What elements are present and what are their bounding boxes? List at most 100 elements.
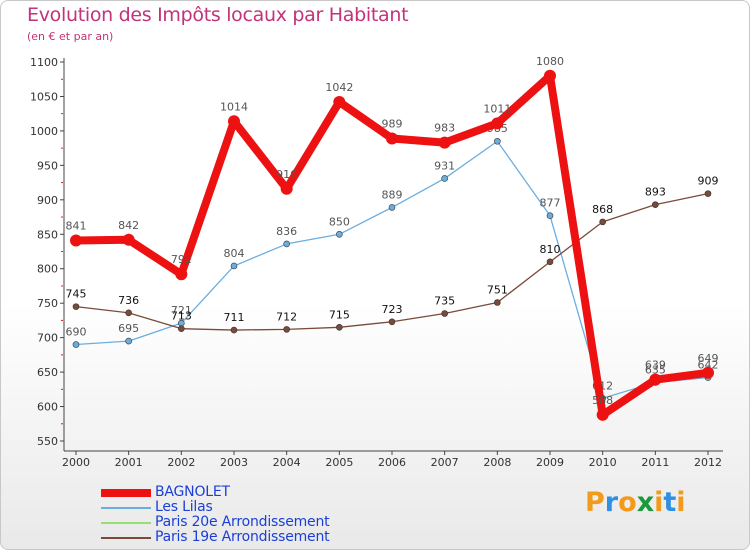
data-label-bagnolet: 989 <box>382 117 403 130</box>
data-point-bagnolet <box>544 69 556 82</box>
y-tick-label: 700 <box>37 332 58 345</box>
data-point-les-lilas <box>441 175 448 182</box>
data-point-paris-19e-arrondissement <box>283 326 290 333</box>
data-label-bagnolet: 916 <box>276 168 297 181</box>
legend-swatch-bagnolet <box>101 489 151 497</box>
logo-letter: t <box>663 487 677 518</box>
data-label-paris-19e-arrondissement: 715 <box>329 308 350 321</box>
y-tick-label: 900 <box>37 194 58 207</box>
legend-swatch-les-lilas <box>101 507 151 509</box>
legend-item-les-lilas[interactable]: Les Lilas <box>101 499 361 516</box>
data-label-bagnolet: 1042 <box>325 81 353 94</box>
x-tick-label: 2002 <box>167 456 195 469</box>
logo-letter: o <box>618 487 637 518</box>
y-tick-label: 750 <box>37 297 58 310</box>
data-point-les-lilas <box>125 337 132 345</box>
y-tick-label: 600 <box>37 401 58 414</box>
data-point-les-lilas <box>546 212 554 219</box>
logo-letter: x <box>636 487 655 518</box>
x-tick-label: 2005 <box>325 456 353 469</box>
y-tick-label: 800 <box>37 263 58 276</box>
x-tick-label: 2000 <box>62 456 90 469</box>
data-label-bagnolet: 588 <box>592 394 613 407</box>
data-label-bagnolet: 639 <box>645 359 666 372</box>
y-tick-label: 1050 <box>30 90 58 103</box>
data-label-les-lilas: 931 <box>434 159 455 172</box>
data-point-paris-19e-arrondissement <box>125 309 132 317</box>
data-label-les-lilas: 721 <box>171 304 192 317</box>
x-tick-label: 2001 <box>115 456 143 469</box>
legend-label-bagnolet: BAGNOLET <box>155 484 230 500</box>
data-point-les-lilas <box>388 204 396 211</box>
x-tick-label: 2011 <box>641 456 669 469</box>
legend-label-paris-20e: Paris 20e Arrondissement <box>155 514 330 530</box>
data-point-bagnolet <box>702 366 714 379</box>
data-point-paris-19e-arrondissement <box>72 303 80 310</box>
data-label-paris-19e-arrondissement: 751 <box>487 283 508 296</box>
data-label-les-lilas: 695 <box>118 322 139 335</box>
data-label-les-lilas: 889 <box>382 188 403 201</box>
data-label-bagnolet: 983 <box>434 122 455 135</box>
x-tick-label: 2012 <box>694 456 722 469</box>
logo-letter: P <box>585 487 605 518</box>
data-label-paris-19e-arrondissement: 909 <box>698 175 719 188</box>
logo-letter: i <box>676 487 686 518</box>
y-tick-label: 550 <box>37 435 58 448</box>
data-point-les-lilas <box>283 240 290 248</box>
data-label-bagnolet: 842 <box>118 219 139 232</box>
data-point-paris-19e-arrondissement <box>336 323 343 331</box>
data-label-paris-19e-arrondissement: 810 <box>540 243 561 256</box>
data-point-bagnolet <box>175 268 188 281</box>
data-label-paris-19e-arrondissement: 735 <box>434 295 455 308</box>
data-point-paris-19e-arrondissement <box>230 326 238 334</box>
x-tick-label: 2009 <box>536 456 564 469</box>
legend-item-paris-20e[interactable]: Paris 20e Arrondissement <box>101 514 361 531</box>
legend-swatch-paris-19e <box>101 537 151 539</box>
data-label-paris-19e-arrondissement: 745 <box>66 288 87 301</box>
logo-letter: i <box>654 487 664 518</box>
legend-item-bagnolet[interactable]: BAGNOLET <box>101 484 361 501</box>
chart-subtitle: (en € et par an) <box>27 30 114 43</box>
data-point-bagnolet <box>280 182 293 195</box>
data-point-paris-19e-arrondissement <box>546 258 554 266</box>
data-label-bagnolet: 1080 <box>536 55 564 68</box>
data-label-les-lilas: 804 <box>224 247 245 260</box>
data-point-paris-19e-arrondissement <box>178 325 185 332</box>
data-point-bagnolet <box>122 233 135 246</box>
data-point-bagnolet <box>228 115 240 128</box>
data-point-bagnolet <box>70 234 82 247</box>
legend: BAGNOLET Les Lilas Paris 20e Arrondissem… <box>101 484 361 546</box>
data-point-paris-19e-arrondissement <box>599 218 606 226</box>
legend-item-paris-19e[interactable]: Paris 19e Arrondissement <box>101 529 361 546</box>
y-tick-label: 1000 <box>30 125 58 138</box>
data-point-bagnolet <box>438 136 451 149</box>
data-label-bagnolet: 1011 <box>483 102 511 115</box>
proxiti-logo: Proxiti <box>585 487 686 518</box>
data-label-les-lilas: 635 <box>645 363 666 376</box>
data-label-bagnolet: 841 <box>66 219 87 232</box>
logo-letter: r <box>604 487 619 518</box>
data-point-bagnolet <box>491 117 504 130</box>
data-point-paris-19e-arrondissement <box>704 190 712 197</box>
data-label-les-lilas: 690 <box>66 326 87 339</box>
data-label-paris-19e-arrondissement: 893 <box>645 186 666 199</box>
legend-label-paris-19e: Paris 19e Arrondissement <box>155 529 330 545</box>
data-label-les-lilas: 836 <box>276 225 297 238</box>
y-tick-label: 650 <box>37 366 58 379</box>
data-label-paris-19e-arrondissement: 723 <box>382 303 403 316</box>
data-point-paris-19e-arrondissement <box>494 299 501 306</box>
data-point-les-lilas <box>230 262 238 270</box>
data-point-bagnolet <box>386 132 398 145</box>
data-label-paris-19e-arrondissement: 713 <box>171 310 192 323</box>
data-label-paris-19e-arrondissement: 868 <box>592 203 613 216</box>
x-tick-label: 2004 <box>273 456 301 469</box>
data-point-paris-19e-arrondissement <box>441 310 448 317</box>
legend-label-les-lilas: Les Lilas <box>155 499 213 515</box>
data-point-les-lilas <box>336 230 343 238</box>
x-tick-label: 2007 <box>431 456 459 469</box>
y-tick-label: 1100 <box>30 56 58 69</box>
y-tick-label: 950 <box>37 159 58 172</box>
data-label-paris-19e-arrondissement: 712 <box>276 310 297 323</box>
